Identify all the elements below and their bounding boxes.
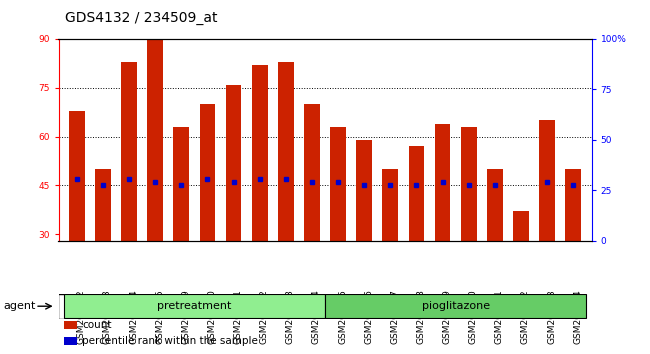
Bar [409, 146, 424, 241]
Text: GSM201841: GSM201841 [495, 290, 504, 344]
Bar [69, 110, 84, 241]
Text: pretreatment: pretreatment [157, 301, 231, 311]
FancyBboxPatch shape [562, 317, 585, 319]
FancyBboxPatch shape [64, 294, 325, 318]
FancyBboxPatch shape [378, 317, 402, 319]
Text: GSM201840: GSM201840 [469, 290, 478, 344]
Bar [95, 169, 110, 241]
FancyBboxPatch shape [483, 317, 506, 319]
Bar [226, 85, 241, 241]
Bar [566, 169, 581, 241]
Bar [540, 120, 555, 241]
Bar [252, 65, 268, 241]
Text: GSM201833: GSM201833 [286, 290, 295, 344]
FancyBboxPatch shape [144, 317, 167, 319]
FancyBboxPatch shape [352, 317, 376, 319]
Text: GSM201836: GSM201836 [364, 290, 373, 344]
FancyBboxPatch shape [325, 294, 586, 318]
Text: GSM201543: GSM201543 [103, 290, 112, 344]
Text: GSM201843: GSM201843 [547, 290, 556, 344]
Bar [382, 169, 398, 241]
Bar [330, 127, 346, 241]
Text: percentile rank within the sample: percentile rank within the sample [83, 336, 258, 346]
Text: GSM201832: GSM201832 [260, 290, 268, 344]
Text: GSM201831: GSM201831 [233, 290, 242, 344]
FancyBboxPatch shape [196, 317, 219, 319]
Text: GSM201835: GSM201835 [338, 290, 347, 344]
FancyBboxPatch shape [170, 317, 193, 319]
FancyBboxPatch shape [274, 317, 298, 319]
Text: GSM201830: GSM201830 [207, 290, 216, 344]
Bar [304, 104, 320, 241]
Text: GSM201844: GSM201844 [573, 290, 582, 344]
Text: GSM201838: GSM201838 [417, 290, 426, 344]
FancyBboxPatch shape [58, 294, 581, 319]
Bar [461, 127, 476, 241]
Text: GSM201829: GSM201829 [181, 290, 190, 344]
Bar [435, 124, 450, 241]
Text: GDS4132 / 234509_at: GDS4132 / 234509_at [65, 11, 218, 25]
Text: GSM201542: GSM201542 [77, 290, 86, 344]
FancyBboxPatch shape [65, 317, 88, 319]
Bar [121, 62, 137, 241]
Text: GSM201839: GSM201839 [443, 290, 452, 344]
Text: GSM201837: GSM201837 [390, 290, 399, 344]
Bar [64, 321, 77, 329]
Bar [278, 62, 294, 241]
FancyBboxPatch shape [405, 317, 428, 319]
Text: GSM201842: GSM201842 [521, 290, 530, 344]
FancyBboxPatch shape [222, 317, 245, 319]
Bar [174, 127, 189, 241]
Text: GSM201545: GSM201545 [155, 290, 164, 344]
Text: GSM201834: GSM201834 [312, 290, 321, 344]
FancyBboxPatch shape [248, 317, 272, 319]
Bar [487, 169, 502, 241]
FancyBboxPatch shape [457, 317, 480, 319]
FancyBboxPatch shape [431, 317, 454, 319]
Bar [148, 39, 163, 241]
Bar [513, 211, 529, 241]
Bar [200, 104, 215, 241]
Text: GSM201544: GSM201544 [129, 290, 138, 344]
FancyBboxPatch shape [326, 317, 350, 319]
Text: count: count [83, 320, 112, 330]
FancyBboxPatch shape [509, 317, 533, 319]
FancyBboxPatch shape [91, 317, 114, 319]
Text: agent: agent [3, 301, 36, 311]
FancyBboxPatch shape [536, 317, 559, 319]
Text: pioglitazone: pioglitazone [422, 301, 489, 311]
Bar [356, 140, 372, 241]
Bar [64, 337, 77, 345]
FancyBboxPatch shape [117, 317, 141, 319]
FancyBboxPatch shape [300, 317, 324, 319]
